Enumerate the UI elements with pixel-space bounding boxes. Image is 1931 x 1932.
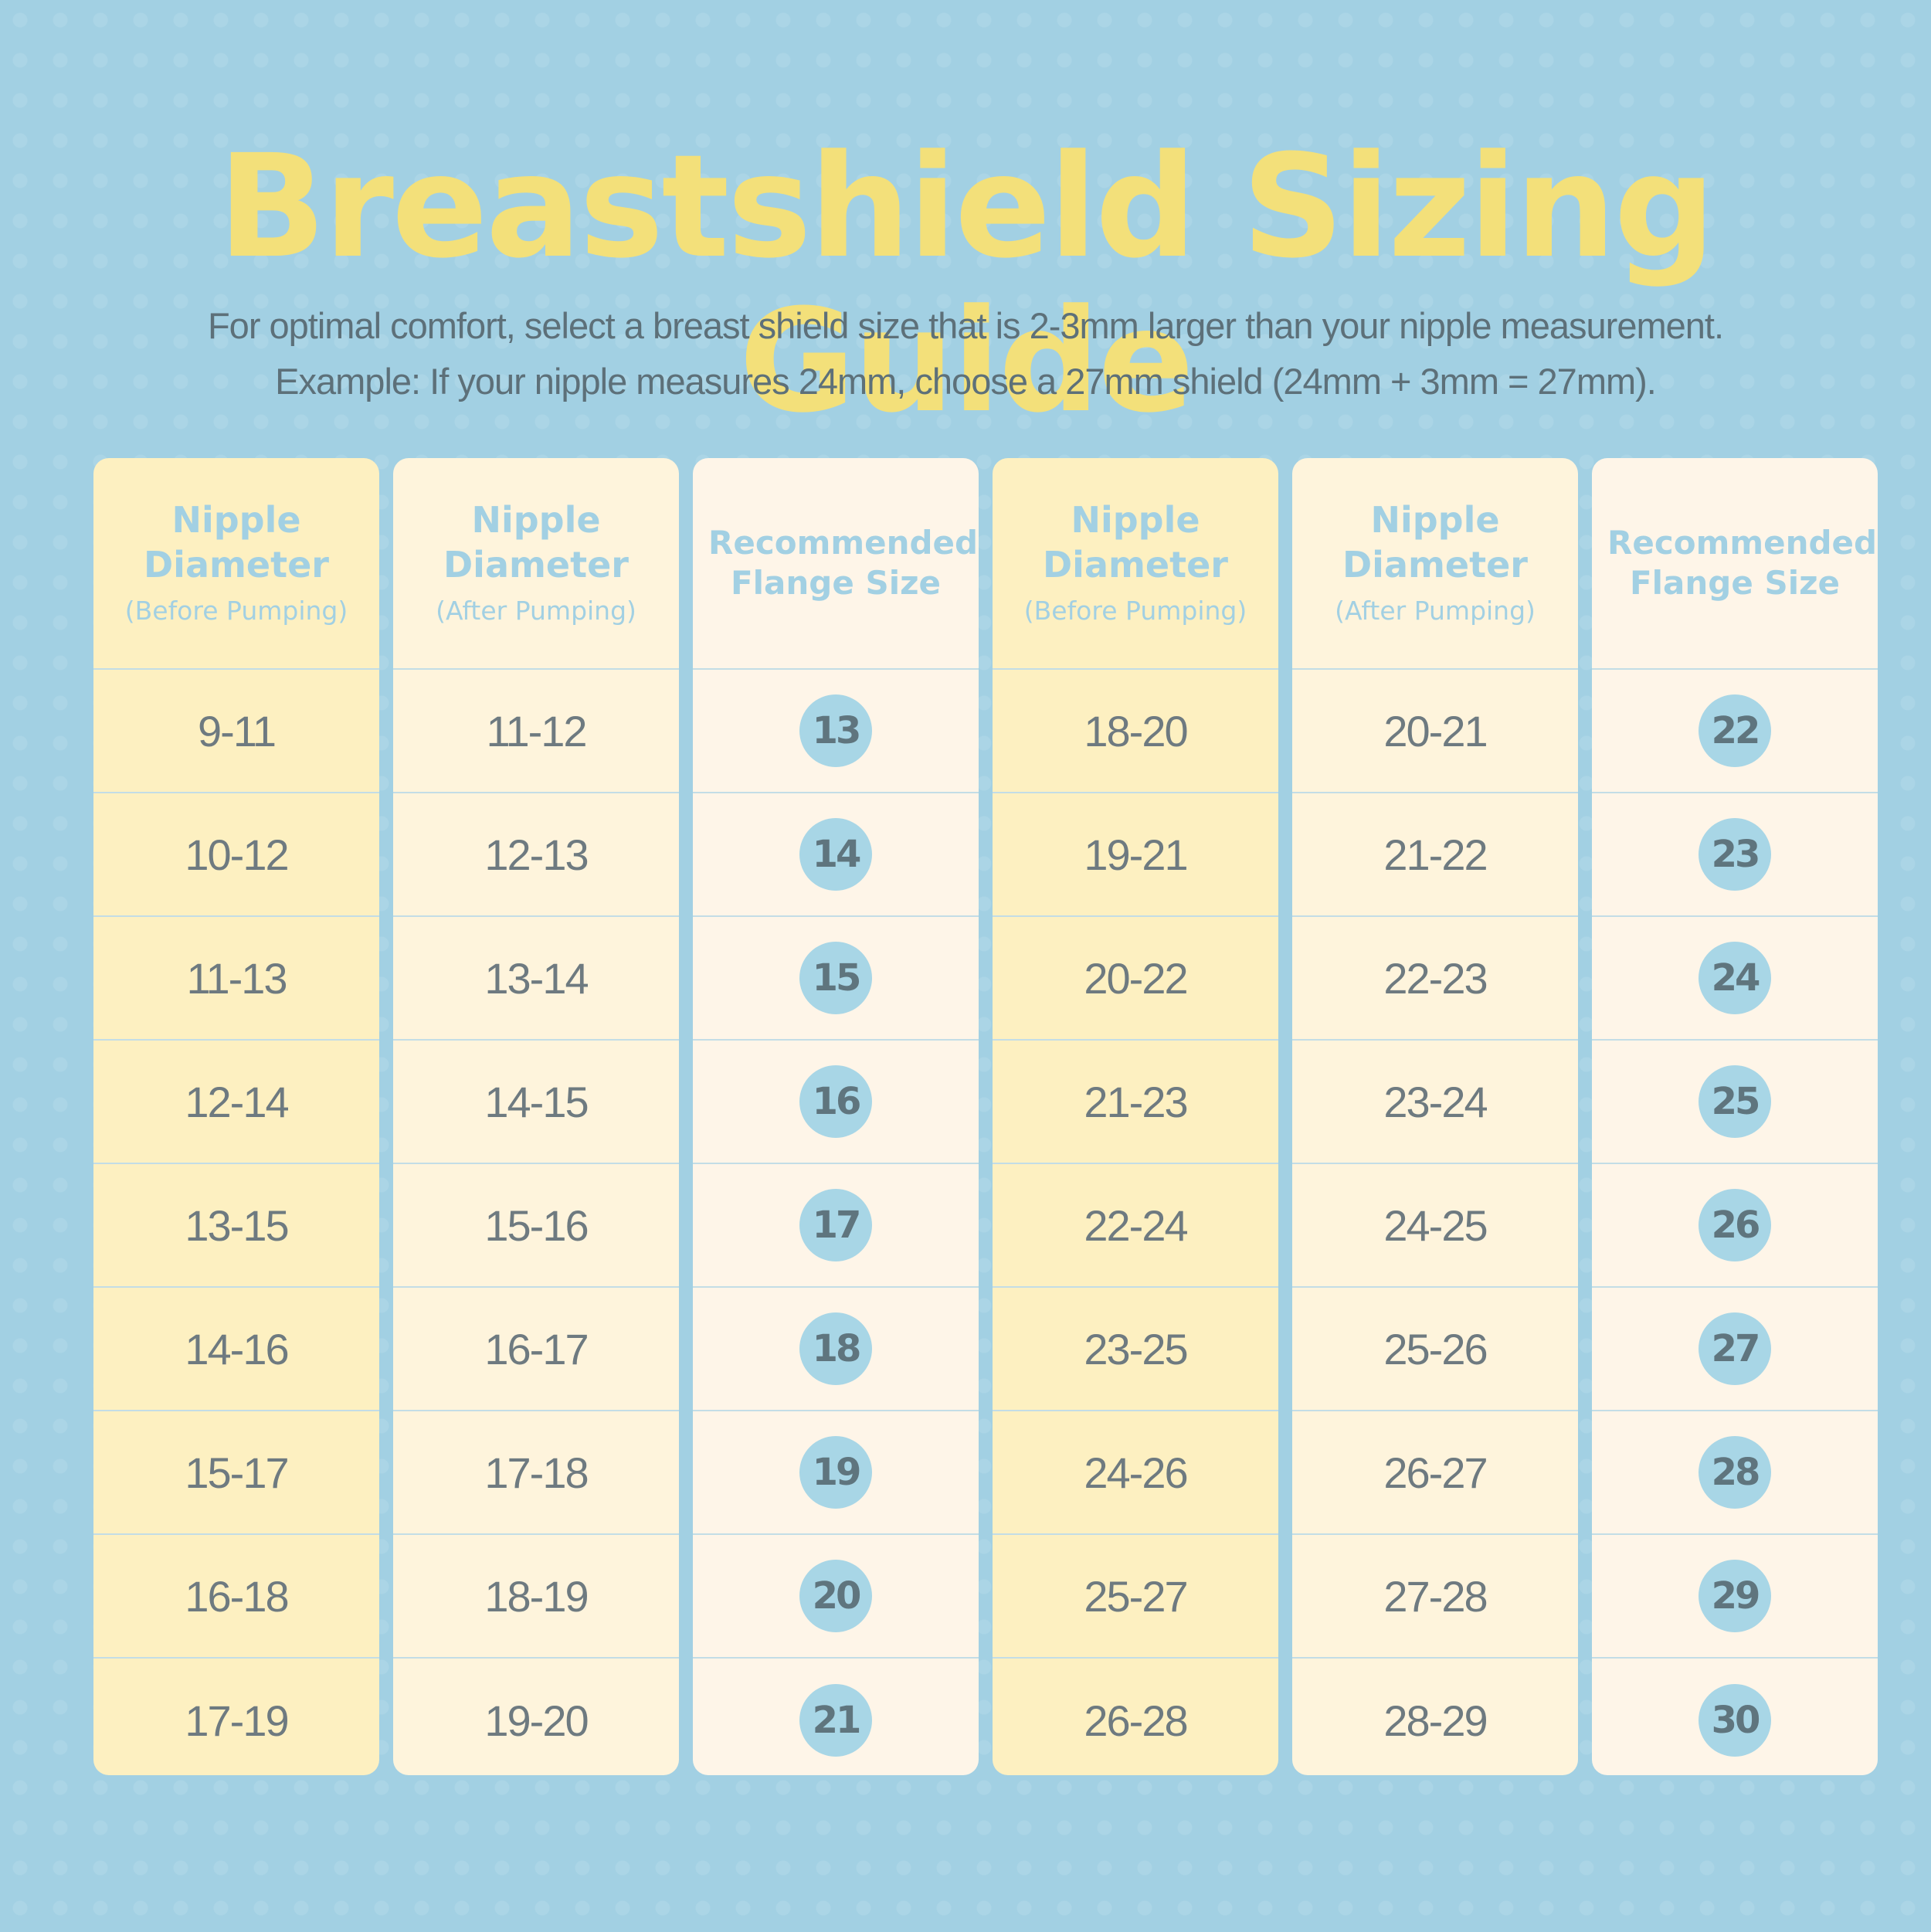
flange-size-badge: 27: [1699, 1312, 1771, 1385]
flange-size-badge: 15: [799, 942, 872, 1014]
subtitle-line-1: For optimal comfort, select a breast shi…: [207, 305, 1724, 346]
table-column-5: Nipple Diameter (After Pumping) 20-21 21-22…: [1292, 458, 1578, 1775]
table-cell: 29: [1592, 1535, 1878, 1659]
subtitle-line-2: Example: If your nipple measures 24mm, c…: [275, 361, 1657, 402]
table-cell: 12-13: [393, 793, 679, 917]
flange-size-badge: 17: [799, 1189, 872, 1261]
table-cell: 30: [1592, 1659, 1878, 1775]
table-cell: 27: [1592, 1288, 1878, 1411]
page-title: Breastshield Sizing Guide: [217, 124, 1716, 444]
table-cell: 25: [1592, 1041, 1878, 1164]
table-column-6: Recommended Flange Size 22 23 24 25 26 27 28 29 3…: [1592, 458, 1878, 1775]
flange-size-badge: 29: [1699, 1560, 1771, 1632]
table-cell: 13-14: [393, 917, 679, 1041]
table-cell: 21-23: [993, 1041, 1278, 1164]
column-header-note: (Before Pumping): [1023, 596, 1247, 626]
table-cell: 20-22: [993, 917, 1278, 1041]
table-cell: 20: [693, 1535, 979, 1659]
table-cell: 26-27: [1292, 1411, 1578, 1535]
column-header: Nipple Diameter (Before Pumping): [993, 458, 1278, 670]
table-cell: 26-28: [1084, 1696, 1188, 1745]
table-cell: 23: [1592, 793, 1878, 917]
flange-size-badge: 14: [799, 818, 872, 891]
table-cell: 18: [693, 1288, 979, 1411]
table-cell: 17-18: [393, 1411, 679, 1535]
table-cell: 12-14: [93, 1041, 379, 1164]
table-cell: 22: [1592, 670, 1878, 793]
flange-size-badge: 21: [799, 1684, 872, 1757]
table-cell: 15: [693, 917, 979, 1041]
table-cell: 11-12: [393, 670, 679, 793]
table-cell: 13: [693, 670, 979, 793]
table-column-4: Nipple Diameter (Before Pumping) 18-20 19-2…: [993, 458, 1278, 1775]
table-cell: 11-13: [93, 917, 379, 1041]
table-cell: 25-27: [993, 1535, 1278, 1659]
column-header: Nipple Diameter (Before Pumping): [93, 458, 379, 670]
table-cell: 20-21: [1292, 670, 1578, 793]
table-cell: 26: [1592, 1164, 1878, 1288]
table-column-3: Recommended Flange Size 13 14 15 16 17 18 19 20 2…: [693, 458, 979, 1775]
column-header-title: Nipple Diameter: [1043, 499, 1228, 586]
table-cell: 9-11: [93, 670, 379, 793]
table-cell: 18-20: [993, 670, 1278, 793]
table-cell: 13-15: [93, 1164, 379, 1288]
table-cell: 15-16: [393, 1164, 679, 1288]
table-cell: 18-19: [393, 1535, 679, 1659]
flange-size-badge: 28: [1699, 1436, 1771, 1509]
table-cell: 24: [1592, 917, 1878, 1041]
table-cell: 17: [693, 1164, 979, 1288]
column-header-title: Nipple Diameter: [144, 499, 329, 586]
table-column-2: Nipple Diameter (After Pumping) 11-12 12-13…: [393, 458, 679, 1775]
table-cell: 24-26: [993, 1411, 1278, 1535]
column-header-title: Nipple Diameter: [1342, 499, 1528, 586]
flange-size-badge: 22: [1699, 694, 1771, 767]
table-cell: 28: [1592, 1411, 1878, 1535]
flange-size-badge: 24: [1699, 942, 1771, 1014]
column-header-title: Recommended Flange Size: [1607, 524, 1878, 602]
column-header-note: (After Pumping): [1335, 596, 1536, 626]
table-cell: 16-18: [93, 1535, 379, 1659]
table-cell: 19-21: [993, 793, 1278, 917]
table-cell: 10-12: [93, 793, 379, 917]
flange-size-badge: 13: [799, 694, 872, 767]
table-cell: 24-25: [1292, 1164, 1578, 1288]
column-header-note: (After Pumping): [436, 596, 636, 626]
flange-size-badge: 20: [799, 1560, 872, 1632]
column-header: Nipple Diameter (After Pumping): [1292, 458, 1578, 670]
table-cell: 21-22: [1292, 793, 1578, 917]
flange-size-badge: 16: [799, 1065, 872, 1138]
column-header-note: (Before Pumping): [124, 596, 348, 626]
table-cell: 17-19: [185, 1696, 289, 1745]
table-cell: 28-29: [1383, 1696, 1488, 1745]
table-cell: 27-28: [1292, 1535, 1578, 1659]
flange-size-badge: 19: [799, 1436, 872, 1509]
column-header-title: Nipple Diameter: [443, 499, 629, 586]
table-cell: 22-24: [993, 1164, 1278, 1288]
table-cell: 23-25: [993, 1288, 1278, 1411]
column-header: Nipple Diameter (After Pumping): [393, 458, 679, 670]
column-header: Recommended Flange Size: [693, 458, 979, 670]
flange-size-badge: 25: [1699, 1065, 1771, 1138]
table-cell: 15-17: [93, 1411, 379, 1535]
column-header-title: Recommended Flange Size: [708, 524, 979, 602]
flange-size-badge: 26: [1699, 1189, 1771, 1261]
table-cell: 25-26: [1292, 1288, 1578, 1411]
column-header: Recommended Flange Size: [1592, 458, 1878, 670]
table-cell: 22-23: [1292, 917, 1578, 1041]
flange-size-badge: 30: [1699, 1684, 1771, 1757]
table-cell: 14-16: [93, 1288, 379, 1411]
flange-size-badge: 23: [1699, 818, 1771, 891]
table-cell: 14-15: [393, 1041, 679, 1164]
table-column-1: Nipple Diameter (Before Pumping) 9-11 10-12…: [93, 458, 379, 1775]
table-cell: 16-17: [393, 1288, 679, 1411]
flange-size-badge: 18: [799, 1312, 872, 1385]
table-cell: 23-24: [1292, 1041, 1578, 1164]
table-cell: 16: [693, 1041, 979, 1164]
table-cell: 19: [693, 1411, 979, 1535]
table-cell: 21: [693, 1659, 979, 1775]
table-cell: 19-20: [484, 1696, 589, 1745]
table-cell: 14: [693, 793, 979, 917]
